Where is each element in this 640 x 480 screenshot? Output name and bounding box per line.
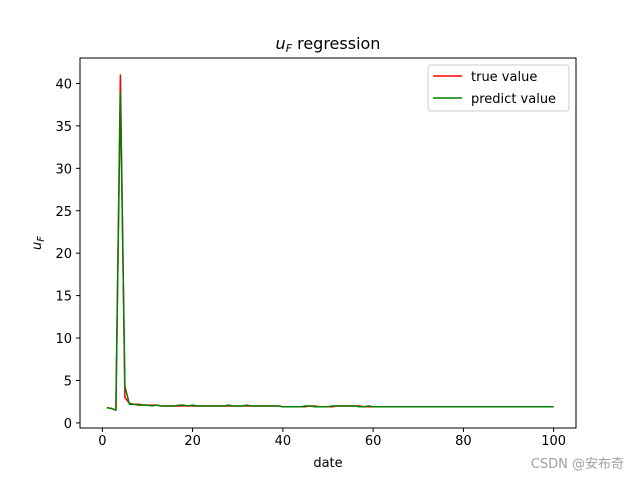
y-axis-label: uF [30, 236, 47, 250]
y-tick-label: 30 [55, 162, 72, 177]
chart-title: uF regression [276, 34, 381, 55]
x-axis: 0 20 40 60 80 100 [98, 428, 566, 449]
series-line-true-value [106, 74, 554, 411]
legend-box [427, 64, 570, 112]
x-tick-label: 100 [541, 434, 566, 449]
x-tick-label: 0 [98, 434, 106, 449]
y-tick-label: 5 [64, 374, 72, 389]
title-rest: regression [292, 34, 380, 53]
legend-label-predict-value: predict value [471, 92, 556, 107]
ylabel-subscript: F [36, 236, 47, 242]
y-tick-label: 0 [64, 417, 72, 432]
plot-lines [106, 74, 554, 411]
x-tick-label: 80 [455, 434, 472, 449]
x-tick-label: 40 [275, 434, 292, 449]
legend: true value predict value [427, 64, 570, 112]
y-tick-label: 25 [55, 205, 72, 220]
y-tick-label: 10 [55, 332, 72, 347]
watermark: CSDN @安布奇 [531, 456, 624, 472]
title-main: u [276, 34, 286, 53]
plot-frame [79, 57, 577, 429]
legend-label-true-value: true value [471, 70, 537, 85]
y-tick-label: 40 [55, 77, 72, 92]
y-tick-label: 35 [55, 120, 72, 135]
ylabel-main: u [30, 242, 45, 250]
y-tick-label: 15 [55, 290, 72, 305]
x-axis-label: date [313, 456, 342, 471]
x-tick-label: 20 [184, 434, 201, 449]
y-tick-label: 20 [55, 247, 72, 262]
x-tick-label: 60 [365, 434, 382, 449]
y-axis: 0 5 10 15 20 25 30 35 40 [55, 77, 80, 432]
title-subscript: F [286, 42, 293, 55]
series-line-predict-value [106, 91, 554, 411]
